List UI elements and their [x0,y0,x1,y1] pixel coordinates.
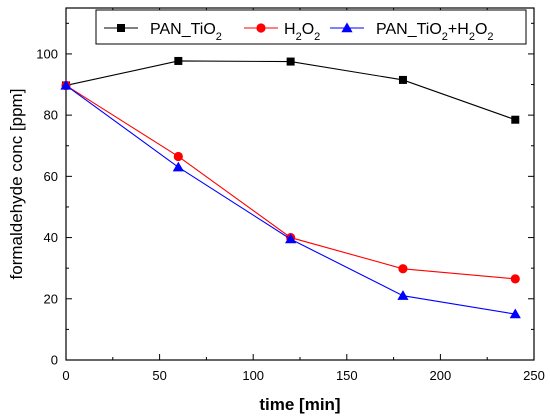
y-tick-label: 60 [44,169,58,184]
data-point [286,57,295,66]
series-line [65,60,516,121]
y-axis-label: formaldehyde conc [ppm] [7,89,26,280]
series-2 [60,79,521,319]
axes [65,7,535,361]
series-line [65,84,516,280]
series-1 [61,80,520,284]
legend: PAN_TiO2 H2O2 PAN_TiO2+H2O2 [95,9,527,45]
data-point [172,161,184,172]
legend-label: PAN_TiO2+H2O2 [376,21,494,43]
legend-swatch-marker [341,22,353,33]
y-tick-label: 20 [44,291,58,306]
data-point [397,290,409,300]
x-tick-label: 50 [152,368,166,383]
data-point [398,264,408,274]
y-tick-label: 80 [44,108,58,123]
legend-label: H2O2 [284,21,320,43]
legend-box [95,9,527,45]
legend-swatch-marker [256,23,266,33]
x-tick-label: 150 [336,368,358,383]
data-point [285,233,297,244]
data-point [510,274,520,284]
legend-item-1: H2O2 [244,21,320,43]
y-tick-label: 0 [51,353,58,368]
data-point [509,308,521,319]
legend-item-2: PAN_TiO2+H2O2 [330,21,494,43]
data-point [60,79,72,90]
x-axis-label: time [min] [259,395,340,414]
y-tick-label: 40 [44,230,58,245]
series-line [65,84,516,315]
x-tick-label: 200 [430,368,452,383]
legend-label: PAN_TiO2 [150,21,222,43]
x-tick-label: 100 [242,368,264,383]
legend-swatch-marker [117,24,125,32]
legend-item-0: PAN_TiO2 [104,21,222,43]
data-point [398,75,407,84]
data-point [173,151,183,162]
series-layer [60,56,521,319]
plot-frame [65,7,535,361]
x-tick-label: 250 [523,368,545,383]
x-tick-label: 0 [62,368,69,383]
data-point [174,56,183,65]
series-0 [62,56,520,124]
ticks: 0 50 100 150 200 250 0 20 40 60 80 100 [36,8,545,383]
data-point [511,115,520,124]
y-tick-label: 100 [36,46,58,61]
